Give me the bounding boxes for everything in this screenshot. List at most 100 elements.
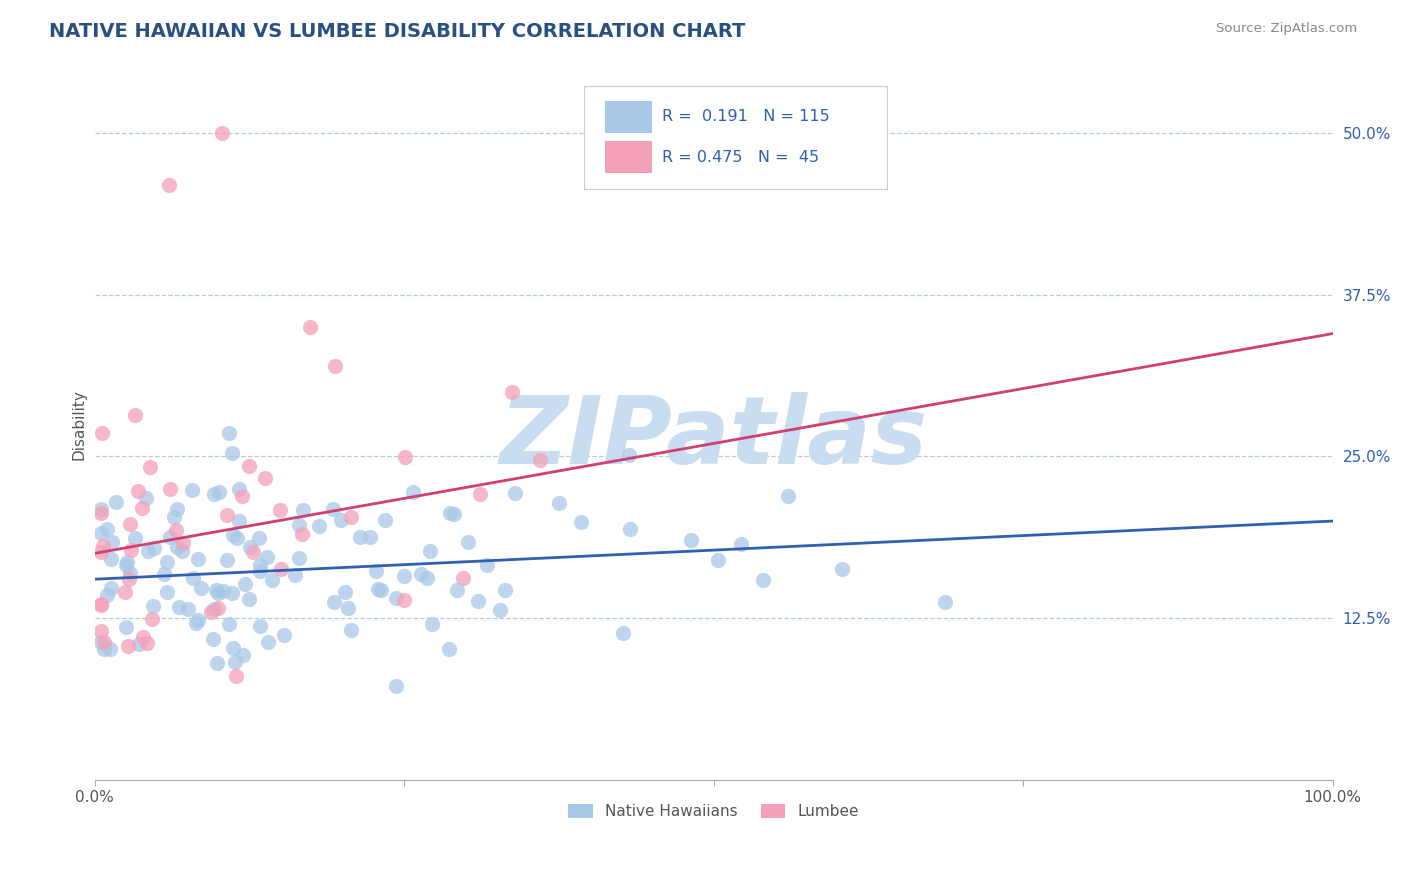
Point [337, 600, 360, 615]
Point [170, 544, 193, 558]
Point [384, 591, 406, 605]
Point [202, 632, 225, 646]
Point [439, 641, 461, 656]
Point [190, 581, 212, 595]
Point [231, 489, 253, 503]
Point [221, 586, 243, 600]
Point [707, 552, 730, 566]
Point [100, 581, 122, 595]
Point [232, 648, 254, 662]
Point [218, 425, 240, 440]
Point [489, 603, 512, 617]
Point [225, 669, 247, 683]
Point [934, 595, 956, 609]
Point [91, 540, 114, 554]
Point [202, 486, 225, 500]
Point [270, 561, 292, 575]
Point [339, 623, 361, 637]
Point [153, 567, 176, 582]
Point [249, 564, 271, 578]
Point [136, 635, 159, 649]
Point [617, 449, 640, 463]
Point [166, 540, 188, 554]
Point [215, 508, 238, 522]
Point [117, 554, 139, 568]
Point [364, 564, 387, 578]
Point [90, 597, 112, 611]
Point [222, 641, 245, 656]
Point [249, 558, 271, 572]
Text: R = 0.475   N =  45: R = 0.475 N = 45 [662, 150, 818, 165]
Point [207, 600, 229, 615]
Point [752, 573, 775, 587]
Point [157, 178, 180, 192]
Point [322, 502, 344, 516]
Point [90, 507, 112, 521]
Point [159, 529, 181, 543]
Y-axis label: Disability: Disability [72, 389, 86, 459]
Point [257, 635, 280, 649]
Point [118, 572, 141, 586]
Point [141, 612, 163, 626]
Point [181, 571, 204, 585]
Point [394, 450, 416, 464]
Point [392, 568, 415, 582]
Point [419, 544, 441, 558]
Point [494, 583, 516, 598]
Point [359, 530, 381, 544]
Point [501, 384, 523, 399]
Point [167, 599, 190, 614]
Point [96, 589, 118, 603]
Point [115, 620, 138, 634]
Point [228, 514, 250, 528]
Point [529, 453, 551, 467]
Point [247, 532, 270, 546]
Point [467, 594, 489, 608]
Point [253, 471, 276, 485]
Point [221, 446, 243, 460]
Point [333, 584, 356, 599]
Point [831, 562, 853, 576]
Point [187, 613, 209, 627]
Point [124, 531, 146, 545]
Point [114, 585, 136, 599]
Point [238, 591, 260, 606]
Point [105, 495, 128, 509]
Point [416, 571, 439, 585]
Point [211, 126, 233, 140]
Point [569, 515, 592, 529]
Point [180, 483, 202, 498]
Bar [605, 141, 652, 173]
Point [215, 552, 238, 566]
Point [101, 535, 124, 549]
Point [273, 628, 295, 642]
Point [163, 509, 186, 524]
Point [367, 582, 389, 596]
Point [90, 526, 112, 541]
Point [143, 541, 166, 555]
Point [238, 458, 260, 473]
Point [392, 593, 415, 607]
Point [100, 551, 122, 566]
Point [308, 519, 330, 533]
Point [325, 359, 347, 374]
Point [249, 619, 271, 633]
Point [238, 540, 260, 554]
Bar [605, 101, 652, 133]
Point [90, 598, 112, 612]
Point [117, 639, 139, 653]
Point [298, 320, 321, 334]
Point [292, 502, 315, 516]
Point [124, 408, 146, 422]
Point [226, 531, 249, 545]
Point [443, 508, 465, 522]
Point [730, 537, 752, 551]
Point [205, 656, 228, 670]
Point [136, 544, 159, 558]
Point [548, 496, 571, 510]
Point [128, 637, 150, 651]
Point [228, 483, 250, 497]
Point [200, 605, 222, 619]
Point [205, 583, 228, 598]
Point [340, 510, 363, 524]
